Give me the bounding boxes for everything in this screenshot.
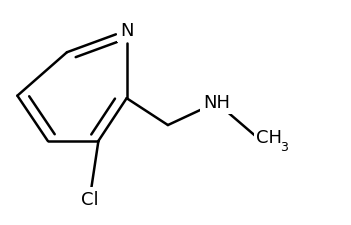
Text: Cl: Cl [81, 190, 99, 208]
Text: N: N [120, 22, 133, 40]
Text: CH: CH [256, 128, 282, 146]
Text: NH: NH [203, 94, 230, 112]
Text: 3: 3 [280, 140, 288, 153]
